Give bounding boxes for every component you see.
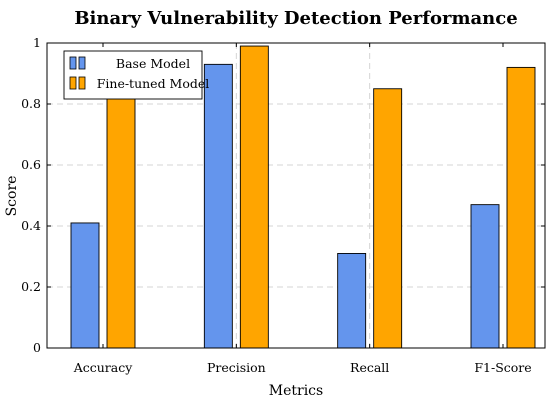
ticks: 0 0.2 0.4 0.6 0.8 1 Accuracy Precision Recall F1-… — [21, 35, 545, 375]
legend: Base Model Fine-tuned Model — [63, 50, 210, 100]
y-axis-label: Score — [4, 176, 20, 217]
legend-swatch — [78, 76, 86, 90]
x-tick-label: Precision — [207, 360, 266, 375]
bar-fine-tuned-model-accuracy — [106, 82, 136, 349]
legend-label: Fine-tuned Model — [97, 76, 210, 91]
y-tick-label: 0.8 — [21, 96, 41, 111]
plot-frame — [46, 42, 546, 349]
bar-fine-tuned-model-recall — [373, 88, 403, 349]
x-tick-label: F1-Score — [474, 360, 531, 375]
legend-swatch — [69, 56, 77, 70]
y-tick-label: 0.2 — [21, 279, 41, 294]
y-tick-label: 0.6 — [21, 157, 41, 172]
x-tick-label: Accuracy — [73, 360, 134, 375]
bar-base-model-accuracy — [70, 222, 100, 349]
bar-fine-tuned-model-f1-score — [506, 66, 536, 349]
chart-title: Binary Vulnerability Detection Performan… — [74, 8, 517, 29]
x-axis-label: Metrics — [269, 383, 323, 399]
bar-base-model-recall — [337, 252, 367, 349]
y-tick-label: 1 — [33, 35, 41, 50]
bar-fine-tuned-model-precision — [239, 45, 269, 349]
y-tick-label: 0.4 — [21, 218, 41, 233]
legend-label: Base Model — [116, 56, 190, 71]
legend-swatch — [78, 56, 86, 70]
bar-base-model-precision — [203, 63, 233, 349]
bars — [70, 45, 536, 349]
legend-swatch — [69, 76, 77, 90]
y-tick-label: 0 — [33, 340, 41, 355]
x-tick-label: Recall — [350, 360, 389, 375]
bar-base-model-f1-score — [470, 204, 500, 349]
legend-box — [63, 50, 203, 100]
